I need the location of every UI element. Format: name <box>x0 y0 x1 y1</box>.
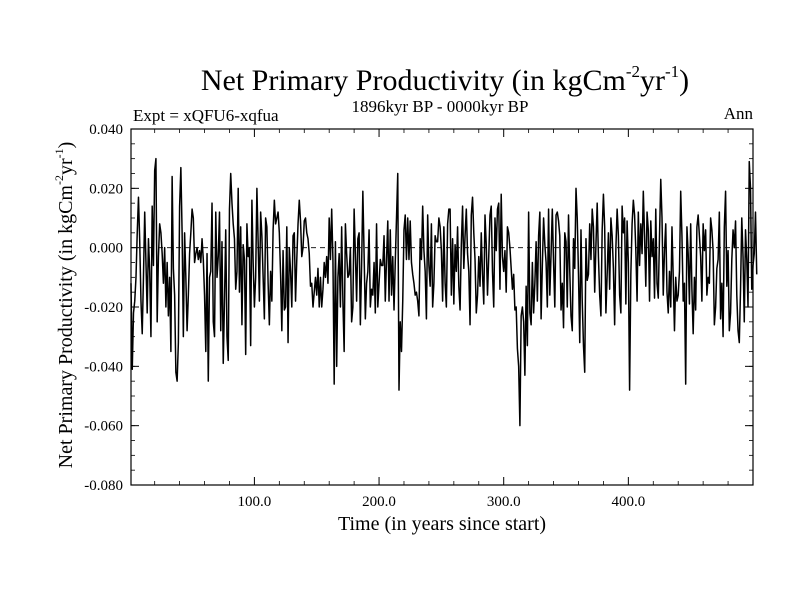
y-tick-label: -0.020 <box>84 300 123 316</box>
x-tick-label: 300.0 <box>487 494 521 510</box>
series-line-npp <box>130 157 758 427</box>
chart-title: Net Primary Productivity (in kgCm-2yr-1) <box>201 62 689 97</box>
axis-ticks <box>131 128 753 486</box>
y-tick-labels: 0.040 0.020 0.000 -0.020 -0.040 -0.060 -0.080 <box>84 122 123 494</box>
x-tick-labels: 100.0 200.0 300.0 400.0 <box>238 494 646 510</box>
y-tick-label: 0.020 <box>89 181 123 197</box>
y-tick-label: 0.040 <box>89 122 123 138</box>
y-tick-label: -0.060 <box>84 419 123 435</box>
y-tick-label: -0.080 <box>84 478 123 494</box>
subtitle-season: Ann <box>724 104 754 123</box>
x-tick-label: 400.0 <box>611 494 645 510</box>
x-axis-label: Time (in years since start) <box>338 513 546 535</box>
subtitle-experiment: Expt = xQFU6-xqfua <box>133 106 279 125</box>
y-tick-label: -0.040 <box>84 359 123 375</box>
y-tick-label: 0.000 <box>89 241 123 257</box>
subtitle-period: 1896kyr BP - 0000kyr BP <box>352 97 529 116</box>
y-axis-label: Net Primary Productivity (in kgCm-2yr-1) <box>52 142 77 469</box>
x-tick-label: 100.0 <box>238 494 272 510</box>
x-tick-label: 200.0 <box>362 494 396 510</box>
